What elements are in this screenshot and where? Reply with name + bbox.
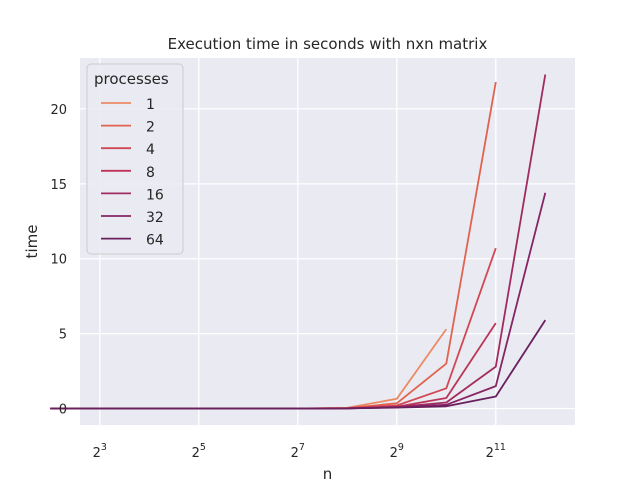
legend: processes 1 2 4 8 16 32 64 bbox=[86, 63, 184, 255]
legend-label-8: 8 bbox=[146, 165, 155, 181]
y-tick-label-2: 10 bbox=[50, 253, 67, 268]
series-line-64 bbox=[50, 319, 547, 410]
x-tick-label-2: 27 bbox=[291, 442, 305, 461]
series-lines bbox=[50, 74, 547, 410]
legend-label-64: 64 bbox=[146, 233, 164, 249]
x-axis: 23 25 27 29 211 bbox=[93, 442, 506, 461]
legend-title: processes bbox=[94, 70, 169, 88]
y-tick-label-4: 20 bbox=[50, 103, 67, 118]
y-axis: 0 5 10 15 20 bbox=[50, 103, 67, 418]
legend-label-2: 2 bbox=[146, 120, 155, 136]
x-tick-label-4: 211 bbox=[486, 442, 506, 461]
y-tick-label-3: 15 bbox=[50, 178, 67, 193]
x-axis-title: n bbox=[323, 465, 333, 480]
chart-title: Execution time in seconds with nxn matri… bbox=[168, 35, 488, 53]
y-tick-label-0: 0 bbox=[59, 403, 67, 418]
legend-label-4: 4 bbox=[146, 142, 155, 158]
legend-items: 1 2 4 8 16 32 64 bbox=[101, 97, 164, 249]
y-tick-label-1: 5 bbox=[59, 328, 67, 343]
y-axis-title: time bbox=[23, 225, 41, 259]
x-tick-label-1: 25 bbox=[192, 442, 206, 461]
x-tick-label-3: 29 bbox=[390, 442, 404, 461]
legend-label-16: 16 bbox=[146, 187, 164, 203]
legend-label-32: 32 bbox=[146, 210, 164, 226]
x-tick-label-0: 23 bbox=[93, 442, 107, 461]
legend-label-1: 1 bbox=[146, 97, 155, 113]
legend-box bbox=[86, 63, 184, 255]
